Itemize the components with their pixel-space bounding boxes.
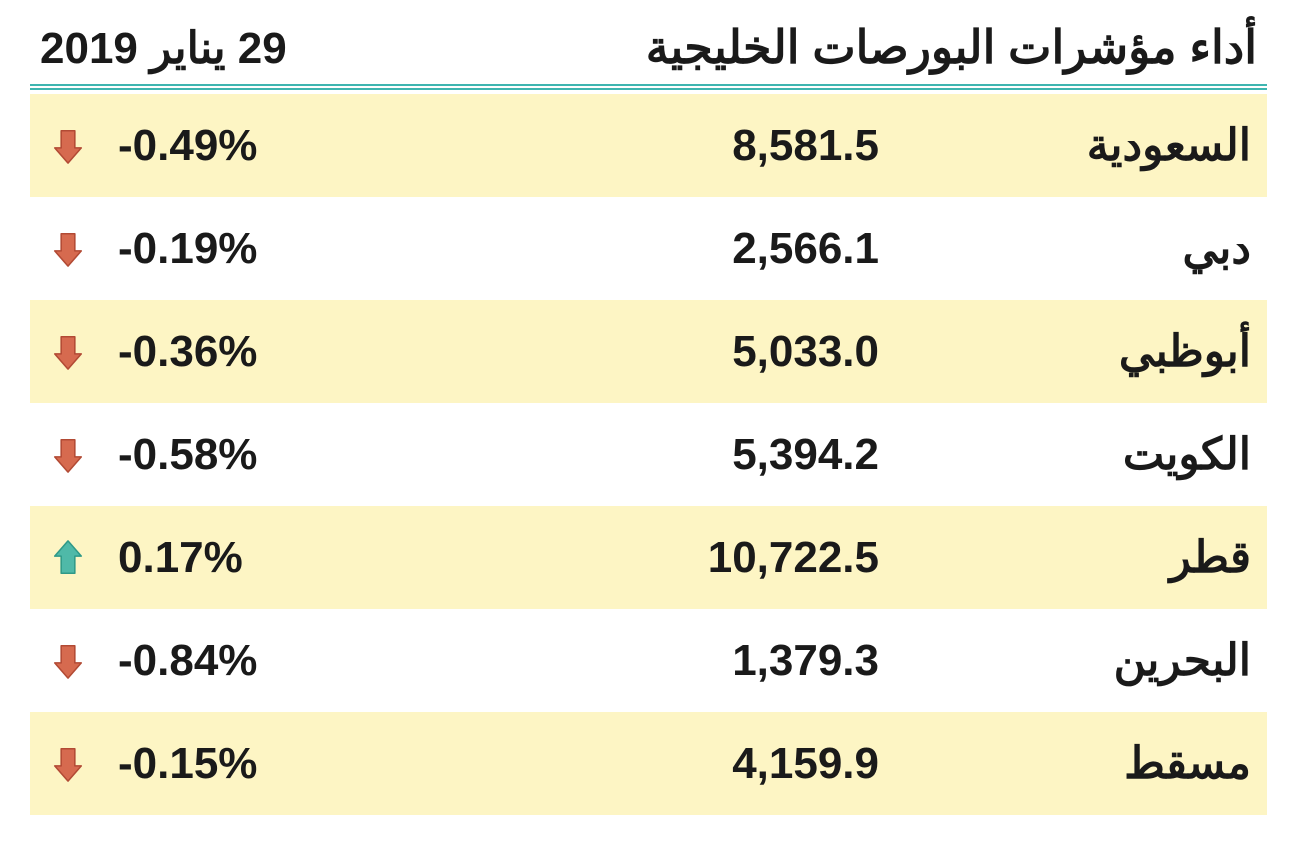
header-divider [30,84,1267,90]
arrow-down-icon [49,127,87,165]
market-name: البحرين [939,635,1259,686]
market-name: مسقط [939,738,1259,789]
index-value: 10,722.5 [378,533,939,583]
market-name: السعودية [939,120,1259,171]
direction-cell [38,642,98,680]
change-percent: -0.19% [98,224,378,274]
stock-table-container: أداء مؤشرات البورصات الخليجية 29 يناير 2… [0,0,1307,835]
arrow-down-icon [49,745,87,783]
arrow-up-icon [49,539,87,577]
table-row: قطر10,722.50.17% [30,506,1267,609]
page-title: أداء مؤشرات البورصات الخليجية [646,20,1257,74]
index-value: 5,033.0 [378,327,939,377]
change-percent: -0.36% [98,327,378,377]
change-percent: -0.15% [98,739,378,789]
change-percent: 0.17% [98,533,378,583]
table-body: السعودية8,581.5-0.49%دبي2,566.1-0.19%أبو… [30,94,1267,815]
report-date: 29 يناير 2019 [40,23,287,74]
direction-cell [38,127,98,165]
change-percent: -0.58% [98,430,378,480]
table-header: أداء مؤشرات البورصات الخليجية 29 يناير 2… [30,20,1267,84]
market-name: أبوظبي [939,326,1259,377]
arrow-down-icon [49,333,87,371]
index-value: 5,394.2 [378,430,939,480]
direction-cell [38,745,98,783]
change-percent: -0.84% [98,636,378,686]
table-row: مسقط4,159.9-0.15% [30,712,1267,815]
index-value: 4,159.9 [378,739,939,789]
market-name: قطر [939,532,1259,583]
direction-cell [38,436,98,474]
table-row: الكويت5,394.2-0.58% [30,403,1267,506]
arrow-down-icon [49,230,87,268]
index-value: 1,379.3 [378,636,939,686]
arrow-down-icon [49,436,87,474]
direction-cell [38,539,98,577]
index-value: 2,566.1 [378,224,939,274]
market-name: دبي [939,223,1259,274]
change-percent: -0.49% [98,121,378,171]
market-name: الكويت [939,429,1259,480]
table-row: دبي2,566.1-0.19% [30,197,1267,300]
table-row: أبوظبي5,033.0-0.36% [30,300,1267,403]
arrow-down-icon [49,642,87,680]
direction-cell [38,230,98,268]
direction-cell [38,333,98,371]
table-row: السعودية8,581.5-0.49% [30,94,1267,197]
table-row: البحرين1,379.3-0.84% [30,609,1267,712]
index-value: 8,581.5 [378,121,939,171]
